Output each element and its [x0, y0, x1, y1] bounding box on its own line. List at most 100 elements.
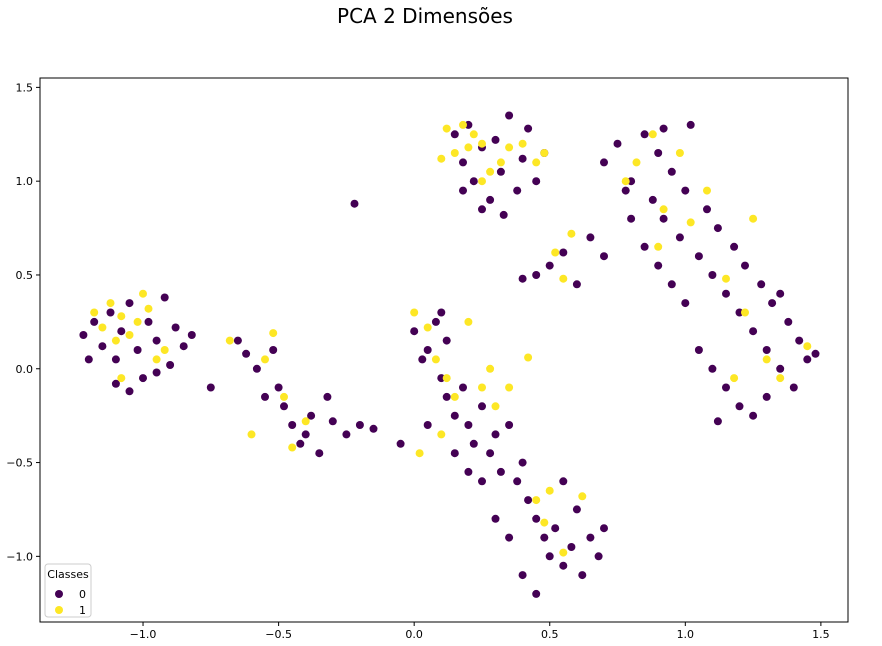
point-class-0 — [442, 392, 451, 401]
point-class-0 — [735, 308, 744, 317]
point-class-1 — [464, 143, 473, 152]
point-class-0 — [478, 205, 486, 214]
point-class-0 — [450, 449, 459, 458]
point-class-0 — [524, 124, 533, 133]
point-class-1 — [545, 486, 554, 495]
point-class-0 — [518, 571, 527, 580]
legend-entries: 01 — [55, 588, 86, 617]
point-class-0 — [442, 336, 451, 345]
legend-box — [44, 563, 92, 618]
point-class-1 — [505, 143, 514, 152]
point-class-0 — [464, 421, 473, 429]
point-class-0 — [491, 430, 500, 439]
point-class-1 — [247, 430, 256, 439]
point-class-0 — [486, 195, 495, 204]
point-class-0 — [242, 349, 251, 358]
y-tick-label: 1.0 — [16, 175, 34, 188]
point-class-1 — [486, 167, 495, 176]
point-class-1 — [125, 331, 134, 339]
point-class-0 — [784, 317, 793, 326]
point-class-0 — [559, 477, 568, 486]
point-class-0 — [730, 242, 739, 251]
chart-title: PCA 2 Dimensões — [337, 4, 513, 28]
point-class-1 — [654, 242, 663, 251]
point-class-0 — [464, 467, 473, 476]
point-class-1 — [98, 323, 107, 332]
point-class-0 — [762, 392, 771, 401]
point-class-0 — [803, 355, 812, 364]
point-class-0 — [640, 130, 649, 139]
point-class-0 — [654, 261, 663, 270]
point-class-0 — [600, 524, 608, 533]
point-class-1 — [762, 355, 771, 364]
point-class-0 — [572, 280, 581, 289]
point-class-1 — [478, 177, 486, 186]
point-class-1 — [491, 402, 500, 411]
point-class-1 — [442, 374, 451, 383]
point-class-0 — [722, 383, 730, 392]
point-class-1 — [686, 218, 695, 227]
point-class-0 — [280, 402, 288, 411]
point-class-1 — [442, 124, 451, 133]
point-class-1 — [152, 355, 161, 364]
point-class-0 — [532, 589, 541, 598]
x-tick-label: 1.0 — [677, 628, 695, 641]
point-class-0 — [789, 383, 798, 392]
point-class-1 — [437, 154, 446, 163]
point-class-0 — [667, 280, 676, 289]
point-class-0 — [423, 421, 432, 429]
x-tick-label: 0.5 — [541, 628, 559, 641]
point-class-0 — [315, 449, 324, 458]
point-class-0 — [350, 199, 359, 208]
point-class-0 — [79, 331, 88, 339]
y-tick-label: −1.0 — [6, 550, 33, 563]
point-class-0 — [675, 233, 684, 242]
point-class-0 — [106, 308, 115, 317]
point-class-0 — [491, 514, 500, 523]
point-class-0 — [659, 214, 668, 223]
legend-marker-class-0 — [55, 590, 63, 598]
point-class-0 — [84, 355, 93, 364]
point-class-0 — [578, 571, 587, 580]
point-class-0 — [567, 543, 576, 551]
point-class-0 — [496, 467, 505, 476]
point-class-0 — [418, 355, 427, 364]
point-class-0 — [600, 252, 608, 261]
point-class-0 — [478, 477, 486, 486]
point-class-0 — [90, 317, 99, 326]
point-class-0 — [532, 177, 541, 186]
point-class-0 — [469, 439, 478, 448]
point-class-1 — [559, 274, 568, 283]
point-class-0 — [328, 417, 337, 426]
point-class-0 — [133, 346, 142, 354]
point-class-0 — [551, 524, 560, 533]
point-class-1 — [559, 548, 568, 557]
y-axis-ticks: −1.0 −0.5 0.0 0.5 1.0 1.5 — [6, 81, 40, 563]
point-class-1 — [139, 289, 147, 298]
point-class-0 — [499, 210, 508, 219]
point-class-0 — [491, 135, 500, 144]
legend-label-class-1: 1 — [79, 604, 86, 617]
legend-title: Classes — [47, 568, 89, 581]
point-class-1 — [505, 383, 514, 392]
point-class-1 — [301, 417, 310, 426]
point-class-0 — [410, 327, 419, 336]
point-class-0 — [459, 158, 467, 167]
point-class-0 — [171, 323, 180, 332]
point-class-0 — [694, 346, 703, 354]
point-class-1 — [675, 149, 684, 157]
point-class-0 — [572, 505, 581, 514]
point-class-0 — [450, 130, 459, 139]
point-class-0 — [532, 271, 541, 279]
point-class-0 — [768, 299, 777, 308]
point-class-0 — [437, 308, 446, 317]
point-class-1 — [478, 139, 486, 148]
point-class-1 — [524, 353, 533, 362]
point-class-0 — [703, 205, 711, 214]
point-class-0 — [301, 430, 310, 439]
legend-label-class-0: 0 — [79, 588, 86, 601]
point-class-0 — [708, 271, 717, 279]
point-class-0 — [627, 214, 636, 223]
point-class-0 — [686, 120, 695, 129]
point-class-1 — [730, 374, 739, 383]
